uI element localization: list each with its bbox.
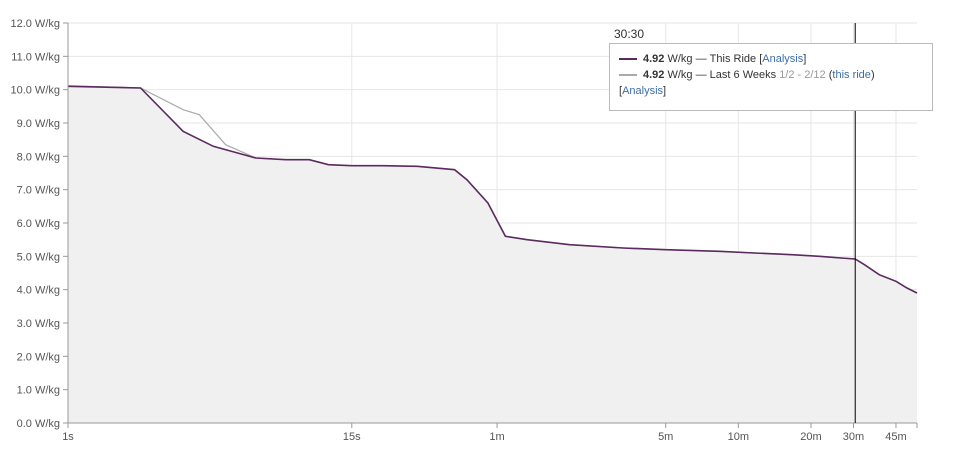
x-tick-label: 45m [885, 431, 906, 443]
y-tick-label: 10.0 W/kg [10, 85, 60, 97]
last-6-weeks-unit: W/kg [667, 69, 693, 81]
y-tick-label: 12.0 W/kg [10, 18, 60, 30]
y-tick-label: 6.0 W/kg [17, 218, 60, 230]
date-range: 1/2 - 2/12 [779, 69, 826, 81]
y-axis-labels: 0.0 W/kg 1.0 W/kg 2.0 W/kg 3.0 W/kg 4.0 W/kg… [10, 18, 60, 430]
y-tick-label: 11.0 W/kg [11, 51, 60, 63]
y-tick-label: 5.0 W/kg [17, 251, 60, 263]
this-ride-link[interactable]: this ride [832, 69, 871, 81]
last-6-weeks-value: 4.92 [643, 69, 665, 81]
x-tick-label: 10m [728, 431, 749, 443]
paren-open: ( [828, 69, 833, 81]
area-fill [68, 86, 917, 424]
this-ride-unit: W/kg [667, 53, 693, 65]
this-ride-swatch [619, 58, 637, 60]
axes [63, 22, 918, 428]
x-tick-label: 30m [843, 431, 864, 443]
y-tick-label: 9.0 W/kg [17, 118, 60, 130]
paren-close: ) [870, 69, 875, 81]
y-tick-label: 8.0 W/kg [17, 151, 60, 163]
y-tick-label: 2.0 W/kg [17, 351, 60, 363]
series-line-this-ride [67, 85, 918, 294]
this-ride-separator: — [695, 53, 707, 65]
bracket-open: [ [759, 53, 763, 65]
x-tick-label: 1s [62, 431, 74, 443]
x-axis-labels: 1s 15s 1m 5m 10m 20m 30m 45m [62, 431, 906, 443]
tooltip-row-analysis: [Analysis] [619, 83, 923, 99]
analysis-link-2[interactable]: Analysis [622, 85, 664, 97]
x-tick-label: 1m [489, 431, 504, 443]
bracket-open-2: [ [619, 85, 623, 97]
y-tick-label: 3.0 W/kg [17, 318, 60, 330]
x-tick-label: 15s [343, 431, 361, 443]
hover-time-label: 30:30 [614, 27, 644, 41]
this-ride-value: 4.92 [643, 53, 665, 65]
tooltip-row-this-ride: 4.92 W/kg — This Ride [Analysis] [619, 51, 923, 67]
x-tick-label: 20m [800, 431, 821, 443]
y-tick-label: 0.0 W/kg [17, 418, 60, 430]
last-6-weeks-separator: — [695, 69, 707, 81]
this-ride-series-name: This Ride [709, 53, 757, 65]
y-tick-label: 7.0 W/kg [17, 185, 60, 197]
analysis-link[interactable]: Analysis [762, 53, 804, 65]
tooltip-row-last-6-weeks: 4.92 W/kg — Last 6 Weeks 1/2 - 2/12 (thi… [619, 67, 923, 83]
x-tick-label: 5m [658, 431, 673, 443]
last-6-weeks-swatch [619, 74, 637, 76]
y-tick-label: 4.0 W/kg [17, 285, 60, 297]
last-6-weeks-series-name: Last 6 Weeks [709, 69, 777, 81]
bracket-close: ] [803, 53, 807, 65]
hover-tooltip: 4.92 W/kg — This Ride [Analysis] 4.92 W/… [609, 43, 933, 111]
y-tick-label: 1.0 W/kg [17, 385, 60, 397]
bracket-close-2: ] [663, 85, 667, 97]
